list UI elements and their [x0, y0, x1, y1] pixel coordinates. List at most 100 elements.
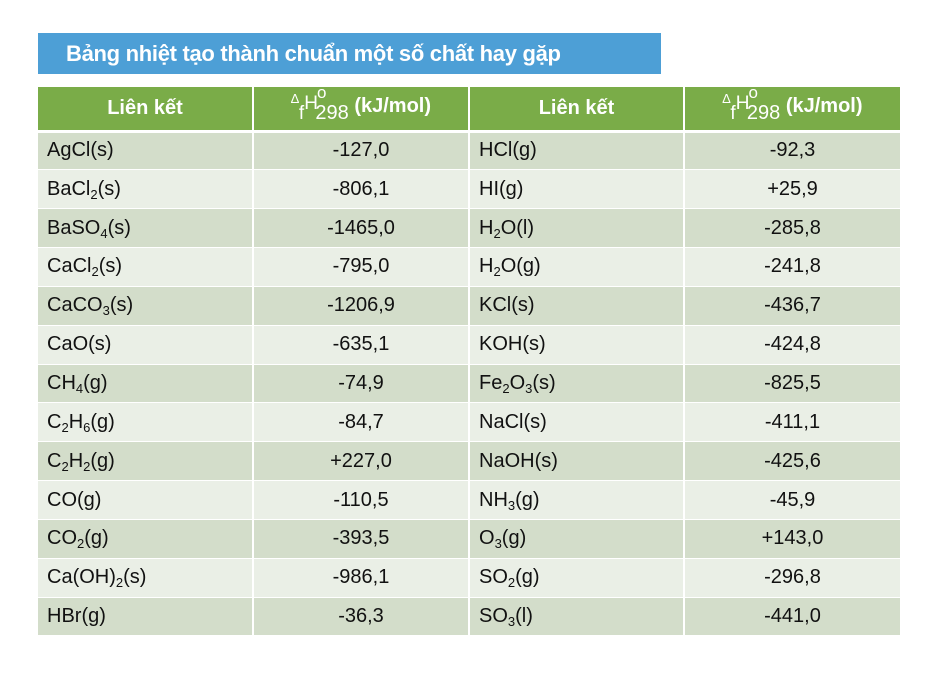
- formula-part: (s): [532, 371, 556, 394]
- formation-subscript: f: [730, 103, 736, 125]
- compound-name-left: CaCl2(s): [38, 247, 254, 287]
- formula-part: CaO(s): [47, 333, 112, 356]
- formula-part: (g): [90, 449, 115, 472]
- header-value-left: ∆fHo298 (kJ/mol): [253, 83, 470, 133]
- compound-name-left: CaCO3(s): [38, 286, 254, 326]
- enthalpy-value-left: -74,9: [253, 364, 470, 404]
- formula-part: H: [479, 216, 494, 239]
- enthalpy-value-right: -45,9: [684, 480, 900, 520]
- table-row: AgCl(s) -127,0 HCl(g) -92,3: [38, 131, 900, 171]
- table-row: C2H6(g) -84,7 NaCl(s) -411,1: [38, 402, 900, 443]
- formula-part: O: [479, 527, 495, 550]
- enthalpy-value-right: -411,1: [684, 402, 900, 443]
- formula-subscript: 2: [493, 264, 501, 280]
- formula-part: O(l): [500, 216, 535, 239]
- enthalpy-symbol: H: [735, 93, 750, 115]
- enthalpy-value-right: -425,6: [684, 441, 900, 482]
- enthalpy-value-left: -1206,9: [253, 286, 470, 326]
- compound-name-left: BaCl2(s): [38, 169, 254, 210]
- enthalpy-table: Liên kết ∆fHo298 (kJ/mol) Liên kết ∆fHo2…: [38, 83, 900, 637]
- formula-part: BaCl: [47, 177, 91, 200]
- compound-name-right: HCl(g): [469, 131, 685, 171]
- table-row: CaCl2(s) -795,0 H2O(g) -241,8: [38, 247, 900, 287]
- table-row: CaO(s) -635,1 KOH(s) -424,8: [38, 325, 900, 365]
- table-row: C2H2(g) +227,0 NaOH(s) -425,6: [38, 441, 900, 482]
- enthalpy-value-right: +143,0: [684, 519, 900, 559]
- enthalpy-value-left: -795,0: [253, 247, 470, 287]
- formula-part: (s): [98, 255, 123, 278]
- compound-name-right: NaCl(s): [469, 402, 685, 443]
- formula-part: (g): [501, 527, 527, 550]
- delta-symbol: ∆: [290, 91, 299, 107]
- formula-part: CaCO: [47, 294, 103, 317]
- table-row: CaCO3(s) -1206,9 KCl(s) -436,7: [38, 286, 900, 326]
- formula-part: HI(g): [479, 177, 524, 200]
- formula-part: SO: [479, 566, 508, 589]
- compound-name-left: BaSO4(s): [38, 208, 254, 249]
- formula-subscript: 6: [83, 419, 91, 435]
- formula-part: Fe: [479, 371, 503, 394]
- formula-part: NaCl(s): [479, 410, 547, 433]
- formation-subscript: f: [298, 103, 305, 125]
- enthalpy-value-left: -110,5: [253, 480, 470, 520]
- formula-part: KCl(s): [479, 294, 535, 317]
- compound-name-right: O3(g): [469, 519, 685, 559]
- compound-name-left: CO2(g): [38, 519, 254, 559]
- formula-subscript: 3: [507, 497, 516, 513]
- formula-part: H: [479, 255, 494, 278]
- formula-subscript: 2: [61, 419, 69, 435]
- compound-name-right: Fe2O3(s): [469, 364, 685, 404]
- enthalpy-value-left: -1465,0: [253, 208, 470, 249]
- formula-part: (g): [84, 527, 109, 550]
- formula-part: (g): [90, 410, 115, 433]
- table-header-row: Liên kết ∆fHo298 (kJ/mol) Liên kết ∆fHo2…: [38, 83, 900, 133]
- enthalpy-value-left: -36,3: [253, 597, 470, 637]
- formula-subscript: 3: [494, 536, 502, 552]
- formula-part: H: [68, 410, 84, 433]
- table-row: BaSO4(s) -1465,0 H2O(l) -285,8: [38, 208, 900, 249]
- page-title: Bảng nhiệt tạo thành chuẩn một số chất h…: [38, 33, 661, 74]
- formula-part: NaOH(s): [479, 449, 558, 472]
- compound-name-right: H2O(g): [469, 247, 685, 287]
- header-value-right: ∆fHo298 (kJ/mol): [684, 83, 900, 133]
- compound-name-left: C2H2(g): [38, 441, 254, 482]
- formula-part: AgCl(s): [47, 139, 114, 162]
- formula-part: KOH(s): [479, 333, 546, 356]
- temperature-subscript: 298: [315, 102, 349, 125]
- table-row: CH4(g) -74,9 Fe2O3(s) -825,5: [38, 364, 900, 404]
- table-body: AgCl(s) -127,0 HCl(g) -92,3 BaCl2(s) -806,1 HI…: [38, 131, 900, 637]
- enthalpy-value-left: -127,0: [253, 131, 470, 171]
- enthalpy-value-right: -436,7: [684, 286, 900, 326]
- compound-name-right: SO3(l): [469, 597, 685, 637]
- table-row: HBr(g) -36,3 SO3(l) -441,0: [38, 597, 900, 637]
- table-row: CO(g) -110,5 NH3(g) -45,9: [38, 480, 900, 520]
- formula-subscript: 2: [83, 458, 91, 474]
- formula-subscript: 4: [75, 380, 84, 396]
- unit-label: (kJ/mol): [354, 95, 432, 118]
- enthalpy-value-right: -296,8: [684, 558, 900, 598]
- unit-label: (kJ/mol): [785, 95, 863, 118]
- formula-part: Ca(OH): [47, 566, 116, 589]
- formula-part: O(g): [500, 255, 541, 278]
- compound-name-left: C2H6(g): [38, 402, 254, 443]
- formula-subscript: 2: [90, 186, 98, 202]
- formula-part: C: [47, 410, 62, 433]
- formula-subscript: 2: [61, 458, 69, 474]
- compound-name-left: CH4(g): [38, 364, 254, 404]
- formula-subscript: 2: [502, 380, 510, 396]
- enthalpy-value-left: -806,1: [253, 169, 470, 210]
- compound-name-left: AgCl(s): [38, 131, 254, 171]
- compound-name-right: NH3(g): [469, 480, 685, 520]
- formula-part: (l): [515, 605, 533, 628]
- enthalpy-value-right: -825,5: [684, 364, 900, 404]
- compound-name-left: CaO(s): [38, 325, 254, 365]
- compound-name-left: Ca(OH)2(s): [38, 558, 254, 598]
- formula-part: (s): [97, 177, 121, 200]
- formula-subscript: 2: [507, 575, 516, 591]
- formula-part: NH: [479, 488, 508, 511]
- formula-part: CO: [47, 527, 77, 550]
- compound-name-left: CO(g): [38, 480, 254, 520]
- formula-subscript: 2: [77, 536, 85, 552]
- formula-subscript: 2: [115, 575, 124, 591]
- compound-name-left: HBr(g): [38, 597, 254, 637]
